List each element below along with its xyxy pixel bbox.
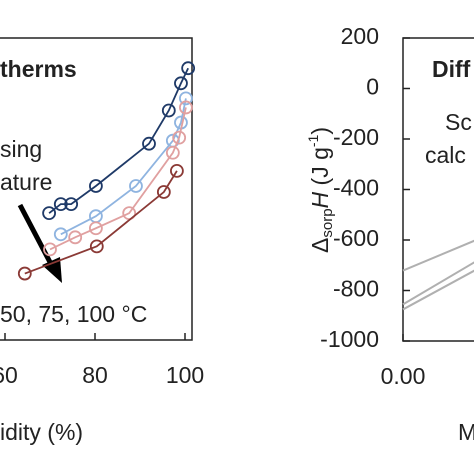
- data-point: [53, 197, 68, 212]
- annotation: 50, 75, 100 °C: [0, 301, 147, 327]
- fit-line: [24, 170, 178, 275]
- data-line: [402, 261, 474, 306]
- fit-line: [49, 107, 187, 251]
- data-point: [89, 221, 103, 236]
- y-label-part: sorp: [319, 208, 336, 237]
- y-tick-label: -600: [333, 225, 379, 251]
- y-tick-label: 200: [341, 23, 379, 49]
- fit-line: [48, 67, 189, 214]
- y-axis-label: ΔsorpH (J g-1): [305, 127, 336, 253]
- data-point: [178, 100, 193, 115]
- panel-title: Diff: [432, 56, 471, 82]
- data-point: [142, 136, 156, 151]
- data-point: [17, 266, 32, 281]
- data-point: [42, 206, 56, 221]
- x-axis-label: idity (%): [0, 419, 83, 445]
- annotation: Sc: [445, 109, 472, 135]
- y-tick-label: -200: [333, 124, 379, 150]
- data-point: [174, 76, 188, 91]
- x-tick-label: 80: [82, 362, 108, 388]
- data-point: [53, 227, 68, 242]
- x-tick-label: 100: [166, 362, 204, 388]
- left-frame: [0, 37, 193, 341]
- data-point: [181, 61, 196, 76]
- data-point: [129, 179, 143, 193]
- x-axis-label: M: [458, 419, 474, 445]
- panel-title: therms: [0, 56, 77, 82]
- data-line: [402, 269, 474, 311]
- data-point: [169, 163, 184, 178]
- data-point: [68, 230, 83, 245]
- y-tick-label: -400: [333, 175, 379, 201]
- y-tick-label: -1000: [320, 326, 379, 352]
- y-label-part: -1: [305, 134, 321, 147]
- y-label-part: (J g: [307, 147, 333, 192]
- right-frame: [402, 37, 474, 342]
- annotation: sing: [0, 136, 42, 162]
- arrow-shaft: [17, 203, 55, 268]
- x-tick-label: 60: [0, 362, 18, 388]
- data-point: [89, 179, 103, 193]
- data-point: [156, 185, 171, 199]
- x-tick-label: 0.00: [381, 363, 426, 389]
- y-tick-label: -800: [333, 276, 379, 302]
- data-point: [89, 239, 104, 254]
- data-point: [178, 91, 193, 106]
- data-point: [172, 130, 187, 145]
- y-label-part: H: [307, 191, 333, 208]
- data-point: [165, 145, 180, 160]
- annotation: ature: [0, 169, 52, 195]
- data-point: [161, 103, 176, 118]
- data-point: [43, 242, 57, 257]
- arrow-head: [42, 257, 62, 283]
- data-point: [64, 197, 79, 212]
- data-line: [402, 239, 474, 272]
- y-label-part: Δ: [307, 238, 333, 253]
- y-tick-label: 0: [366, 74, 379, 100]
- annotation: calc: [425, 142, 466, 168]
- y-label-part: ): [307, 127, 333, 135]
